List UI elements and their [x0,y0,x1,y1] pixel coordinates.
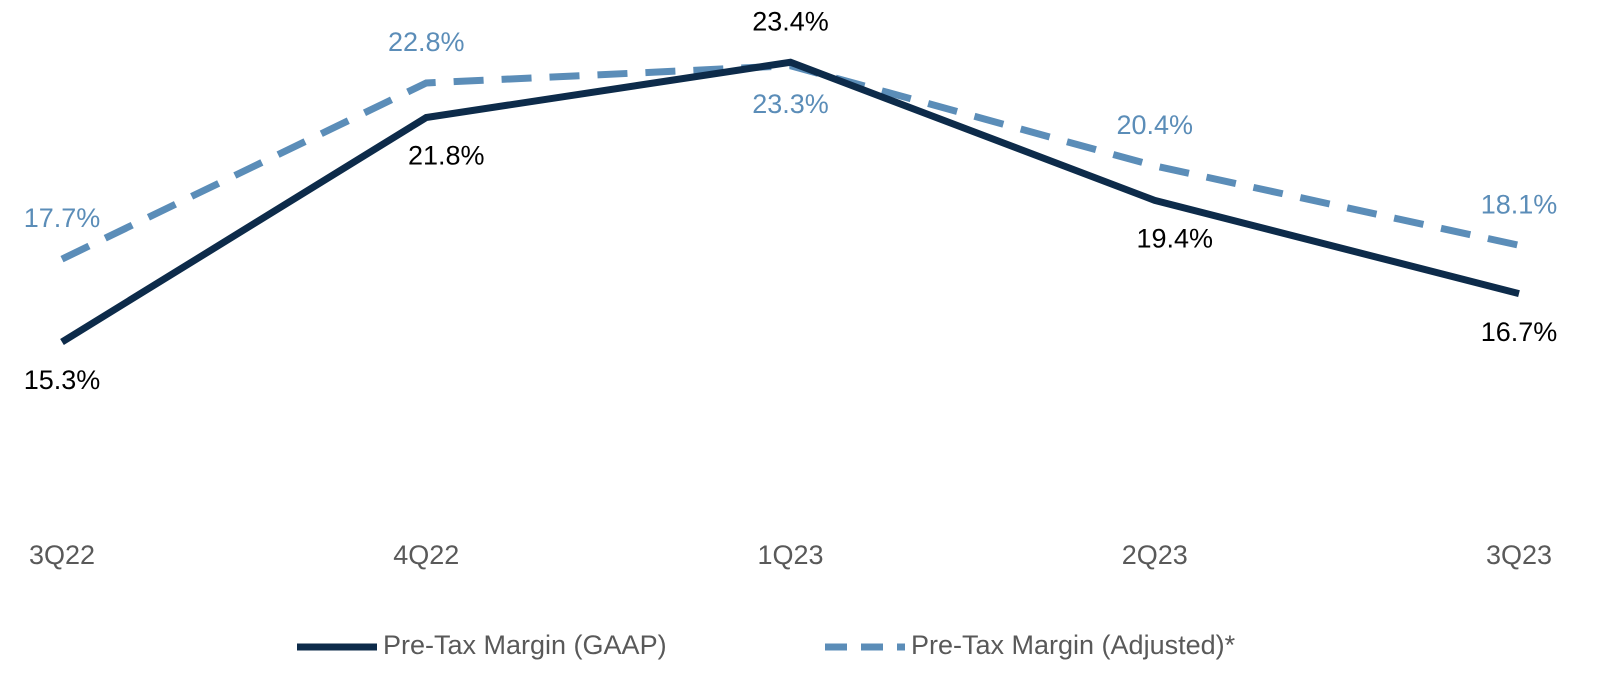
data-label: 18.1% [1481,189,1558,219]
legend-label: Pre-Tax Margin (Adjusted)* [911,630,1236,660]
data-label: 20.4% [1116,110,1193,140]
data-label: 15.3% [24,365,101,395]
x-tick-label: 1Q23 [757,540,823,570]
data-label: 16.7% [1481,317,1558,347]
series-line [60,58,1520,345]
data-label: 22.8% [388,27,465,57]
x-tick-label: 2Q23 [1122,540,1188,570]
data-label: 17.7% [24,203,101,233]
data-label: 19.4% [1136,224,1213,254]
data-label: 21.8% [408,141,485,171]
legend-label: Pre-Tax Margin (GAAP) [383,630,667,660]
data-label: 23.3% [752,89,829,119]
x-tick-label: 4Q22 [393,540,459,570]
data-label: 23.4% [752,6,829,36]
x-tick-label: 3Q23 [1486,540,1552,570]
x-tick-label: 3Q22 [29,540,95,570]
